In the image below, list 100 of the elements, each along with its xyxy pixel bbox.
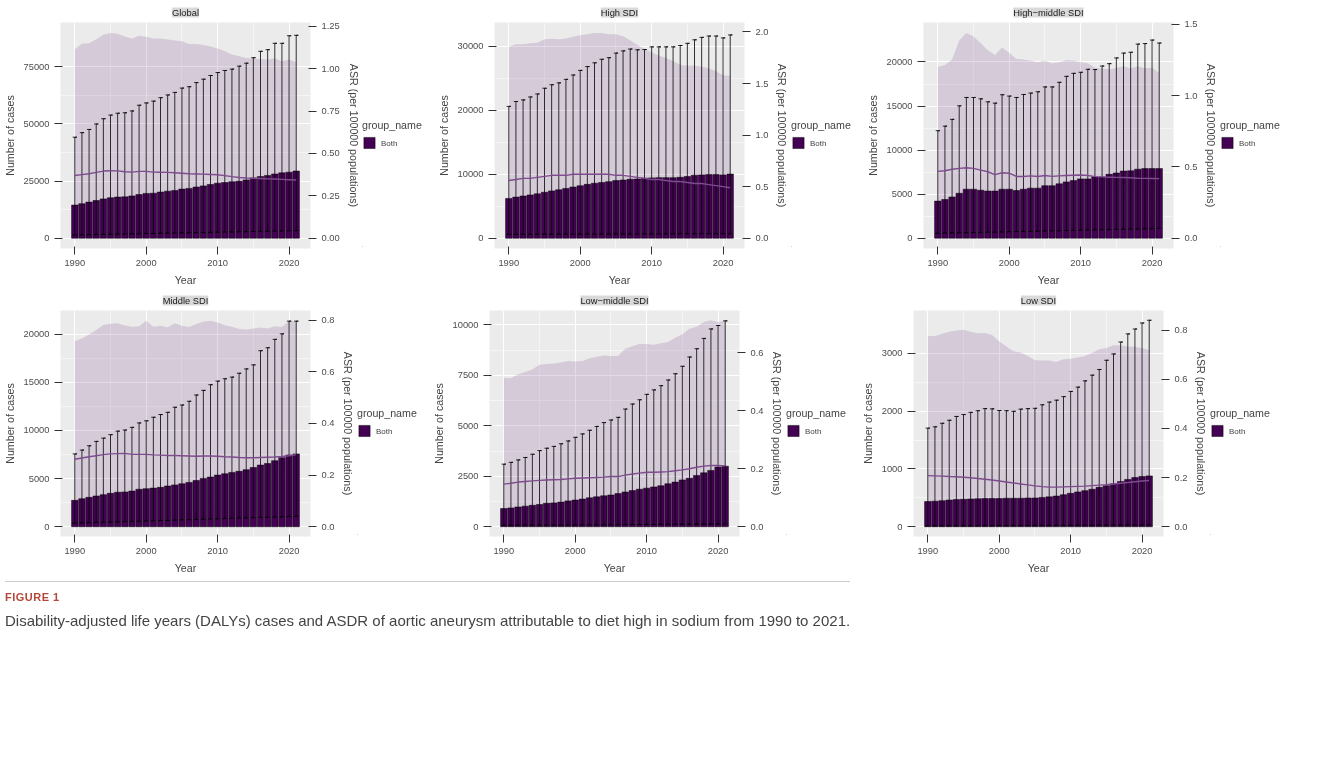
legend-title: group_name	[362, 118, 422, 131]
y2-tick-label: 2.0	[755, 26, 769, 37]
legend-label: Both	[1229, 426, 1247, 435]
x-tick-label: 2000	[998, 257, 1020, 268]
y-axis-title: Number of cases	[437, 95, 450, 176]
y-tick-label: 10000	[452, 319, 479, 330]
x-axis-title: Year	[174, 561, 197, 574]
y2-tick-label: 1.5	[1184, 19, 1198, 30]
y2-axis-title: ASR (per 100000 populations)	[342, 351, 355, 496]
x-tick-label: 2010	[207, 257, 229, 268]
legend-title: group_name	[1210, 406, 1270, 419]
y-tick-label: 50000	[23, 118, 50, 129]
y-tick-label: 0	[897, 521, 903, 532]
y2-tick-label: 0.0	[1184, 233, 1198, 244]
y-tick-label: 7500	[457, 370, 479, 381]
chart-title: Low−middle SDI	[580, 295, 649, 306]
chart-title: Middle SDI	[162, 295, 209, 306]
y2-tick-label: 0.0	[1174, 521, 1188, 532]
y-tick-label: 5000	[891, 189, 913, 200]
y-tick-label: 5000	[457, 420, 479, 431]
caption: FIGURE 1	[5, 590, 61, 605]
y-axis-title: Number of cases	[3, 383, 16, 464]
y-tick-label: 10000	[23, 425, 50, 436]
x-tick-label: 2020	[712, 257, 734, 268]
y-tick-label: 15000	[886, 101, 913, 112]
y2-tick-label: 1.0	[1184, 90, 1198, 101]
legend-label: Both	[381, 138, 399, 147]
line-series	[503, 464, 726, 485]
y2-tick-label: 0.8	[321, 315, 335, 326]
y-axis-title: Number of cases	[432, 383, 445, 464]
y-tick-label: 10000	[457, 169, 484, 180]
y2-tick-label: 0.6	[750, 347, 764, 358]
x-tick-label: 1990	[64, 257, 86, 268]
y-axis-title: Number of cases	[866, 95, 879, 176]
legend-title: group_name	[786, 406, 846, 419]
chart-title: Global	[172, 7, 199, 18]
x-tick-label: 2020	[278, 545, 300, 556]
chart-title: Low SDI	[1020, 295, 1057, 306]
y2-axis-title: ASR (per 100000 populations)	[1205, 63, 1218, 208]
legend-label: Both	[810, 138, 828, 147]
x-tick-label: 1990	[498, 257, 520, 268]
line-series	[927, 474, 1150, 488]
y-tick-label: 20000	[886, 56, 913, 67]
chart-title: High SDI	[600, 7, 639, 18]
y-tick-label: 0	[44, 233, 50, 244]
y2-tick-label: 0.0	[321, 521, 335, 532]
chart-title: High−middle SDI	[1013, 7, 1084, 18]
x-tick-label: 2020	[278, 257, 300, 268]
legend-label: Both	[1239, 138, 1257, 147]
y2-tick-label: 0.0	[755, 233, 769, 244]
y-axis-title: Number of cases	[861, 383, 874, 464]
x-tick-label: 1990	[927, 257, 949, 268]
y-tick-label: 0	[44, 521, 50, 532]
x-tick-label: 2020	[1131, 545, 1153, 556]
line-series	[74, 170, 297, 181]
x-axis-title: Year	[603, 561, 626, 574]
y-tick-label: 3000	[881, 348, 903, 359]
y2-tick-label: 0.0	[750, 521, 764, 532]
y2-tick-label: 0.6	[321, 366, 335, 377]
y2-tick-label: 0.2	[750, 463, 764, 474]
legend-label: Both	[376, 426, 394, 435]
y-tick-label: 1000	[881, 463, 903, 474]
y2-tick-label: 0.2	[1174, 472, 1188, 483]
y2-tick-label: 0.25	[321, 190, 340, 201]
y2-tick-label: 1.00	[321, 63, 340, 74]
y2-tick-label: 0.75	[321, 106, 340, 117]
y2-tick-label: 0.5	[755, 181, 769, 192]
y2-axis-title: ASR (per 100000 populations)	[771, 351, 784, 496]
y2-tick-label: 0.5	[1184, 161, 1198, 172]
x-axis-title: Year	[608, 273, 631, 286]
y2-tick-label: 0.6	[1174, 374, 1188, 385]
y-tick-label: 5000	[28, 473, 50, 484]
y2-axis-title: ASR (per 100000 populations)	[776, 63, 789, 208]
y-tick-label: 75000	[23, 61, 50, 72]
y-tick-label: 30000	[457, 41, 484, 52]
y-tick-label: 25000	[23, 176, 50, 187]
y-tick-label: 20000	[23, 329, 50, 340]
x-tick-label: 1990	[64, 545, 86, 556]
x-tick-label: 2000	[569, 257, 591, 268]
x-tick-label: 1990	[493, 545, 515, 556]
y-tick-label: 10000	[886, 145, 913, 156]
legend-title: group_name	[357, 406, 417, 419]
y2-tick-label: 0.50	[321, 148, 340, 159]
y2-tick-label: 1.25	[321, 21, 340, 32]
y2-tick-label: 1.5	[755, 78, 769, 89]
x-tick-label: 2000	[988, 545, 1010, 556]
x-tick-label: 2010	[636, 545, 658, 556]
y-tick-label: 0	[478, 233, 484, 244]
y-tick-label: 20000	[457, 105, 484, 116]
y2-axis-title: ASR (per 100000 populations)	[347, 63, 360, 208]
legend-title: group_name	[1220, 118, 1280, 131]
legend-label: Both	[805, 426, 823, 435]
legend-title: group_name	[791, 118, 851, 131]
y2-axis-title: ASR (per 100000 populations)	[1195, 351, 1208, 496]
y2-tick-label: 0.4	[1174, 423, 1188, 434]
x-axis-title: Year	[1037, 273, 1060, 286]
y-tick-label: 0	[907, 233, 913, 244]
x-tick-label: 2020	[707, 545, 729, 556]
y-tick-label: 2500	[457, 471, 479, 482]
x-tick-label: 2010	[1070, 257, 1092, 268]
